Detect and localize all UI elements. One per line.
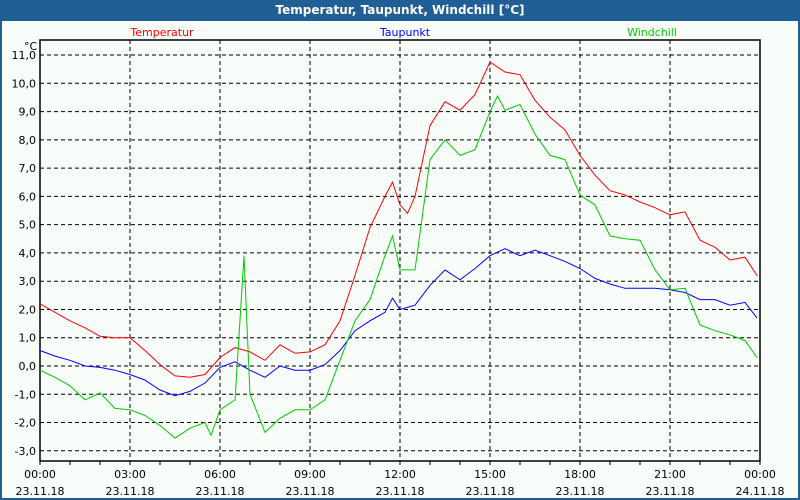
y-tick-label: -2,0 xyxy=(15,417,36,430)
y-tick-label: 5,0 xyxy=(19,219,37,232)
x-tick-date: 23.11.18 xyxy=(16,485,65,498)
legend-taupunkt: Taupunkt xyxy=(379,26,431,39)
y-tick-label: 1,0 xyxy=(19,332,37,345)
x-tick-date: 23.11.18 xyxy=(646,485,695,498)
window-title: Temperatur, Taupunkt, Windchill [°C] xyxy=(275,3,525,17)
x-tick-time: 21:00 xyxy=(654,468,686,481)
legend-temperatur: Temperatur xyxy=(129,26,194,39)
y-tick-label: -1,0 xyxy=(15,388,36,401)
x-tick-time: 18:00 xyxy=(564,468,596,481)
y-tick-label: 2,0 xyxy=(19,303,37,316)
x-tick-time: 03:00 xyxy=(114,468,146,481)
x-tick-time: 06:00 xyxy=(204,468,236,481)
y-axis-unit: °C xyxy=(24,40,38,53)
series-line-taupunkt xyxy=(39,248,758,397)
y-tick-label: 10,0 xyxy=(12,77,37,90)
x-tick-date: 23.11.18 xyxy=(466,485,515,498)
x-tick-date: 23.11.18 xyxy=(196,485,245,498)
y-tick-label: 4,0 xyxy=(19,247,37,260)
series-line-windchill xyxy=(39,94,758,439)
plot-frame xyxy=(39,39,761,462)
x-tick-date: 23.11.18 xyxy=(556,485,605,498)
y-tick-label: 8,0 xyxy=(19,134,37,147)
series-line-temperatur xyxy=(39,61,758,378)
x-tick-time: 15:00 xyxy=(474,468,506,481)
x-tick-time: 00:00 xyxy=(24,468,56,481)
y-tick-label: 3,0 xyxy=(19,275,37,288)
y-tick-label: 9,0 xyxy=(19,106,37,119)
y-tick-label: 7,0 xyxy=(19,162,37,175)
y-tick-label: 0,0 xyxy=(19,360,37,373)
x-tick-time: 09:00 xyxy=(294,468,326,481)
y-tick-label: -3,0 xyxy=(15,445,36,458)
y-tick-label: 11,0 xyxy=(12,49,37,62)
y-tick-label: 6,0 xyxy=(19,190,37,203)
legend-windchill: Windchill xyxy=(627,26,677,39)
x-tick-date: 23.11.18 xyxy=(286,485,335,498)
x-tick-date: 24.11.18 xyxy=(736,485,785,498)
x-tick-date: 23.11.18 xyxy=(376,485,425,498)
x-tick-time: 00:00 xyxy=(744,468,776,481)
x-tick-time: 12:00 xyxy=(384,468,416,481)
x-tick-date: 23.11.18 xyxy=(106,485,155,498)
